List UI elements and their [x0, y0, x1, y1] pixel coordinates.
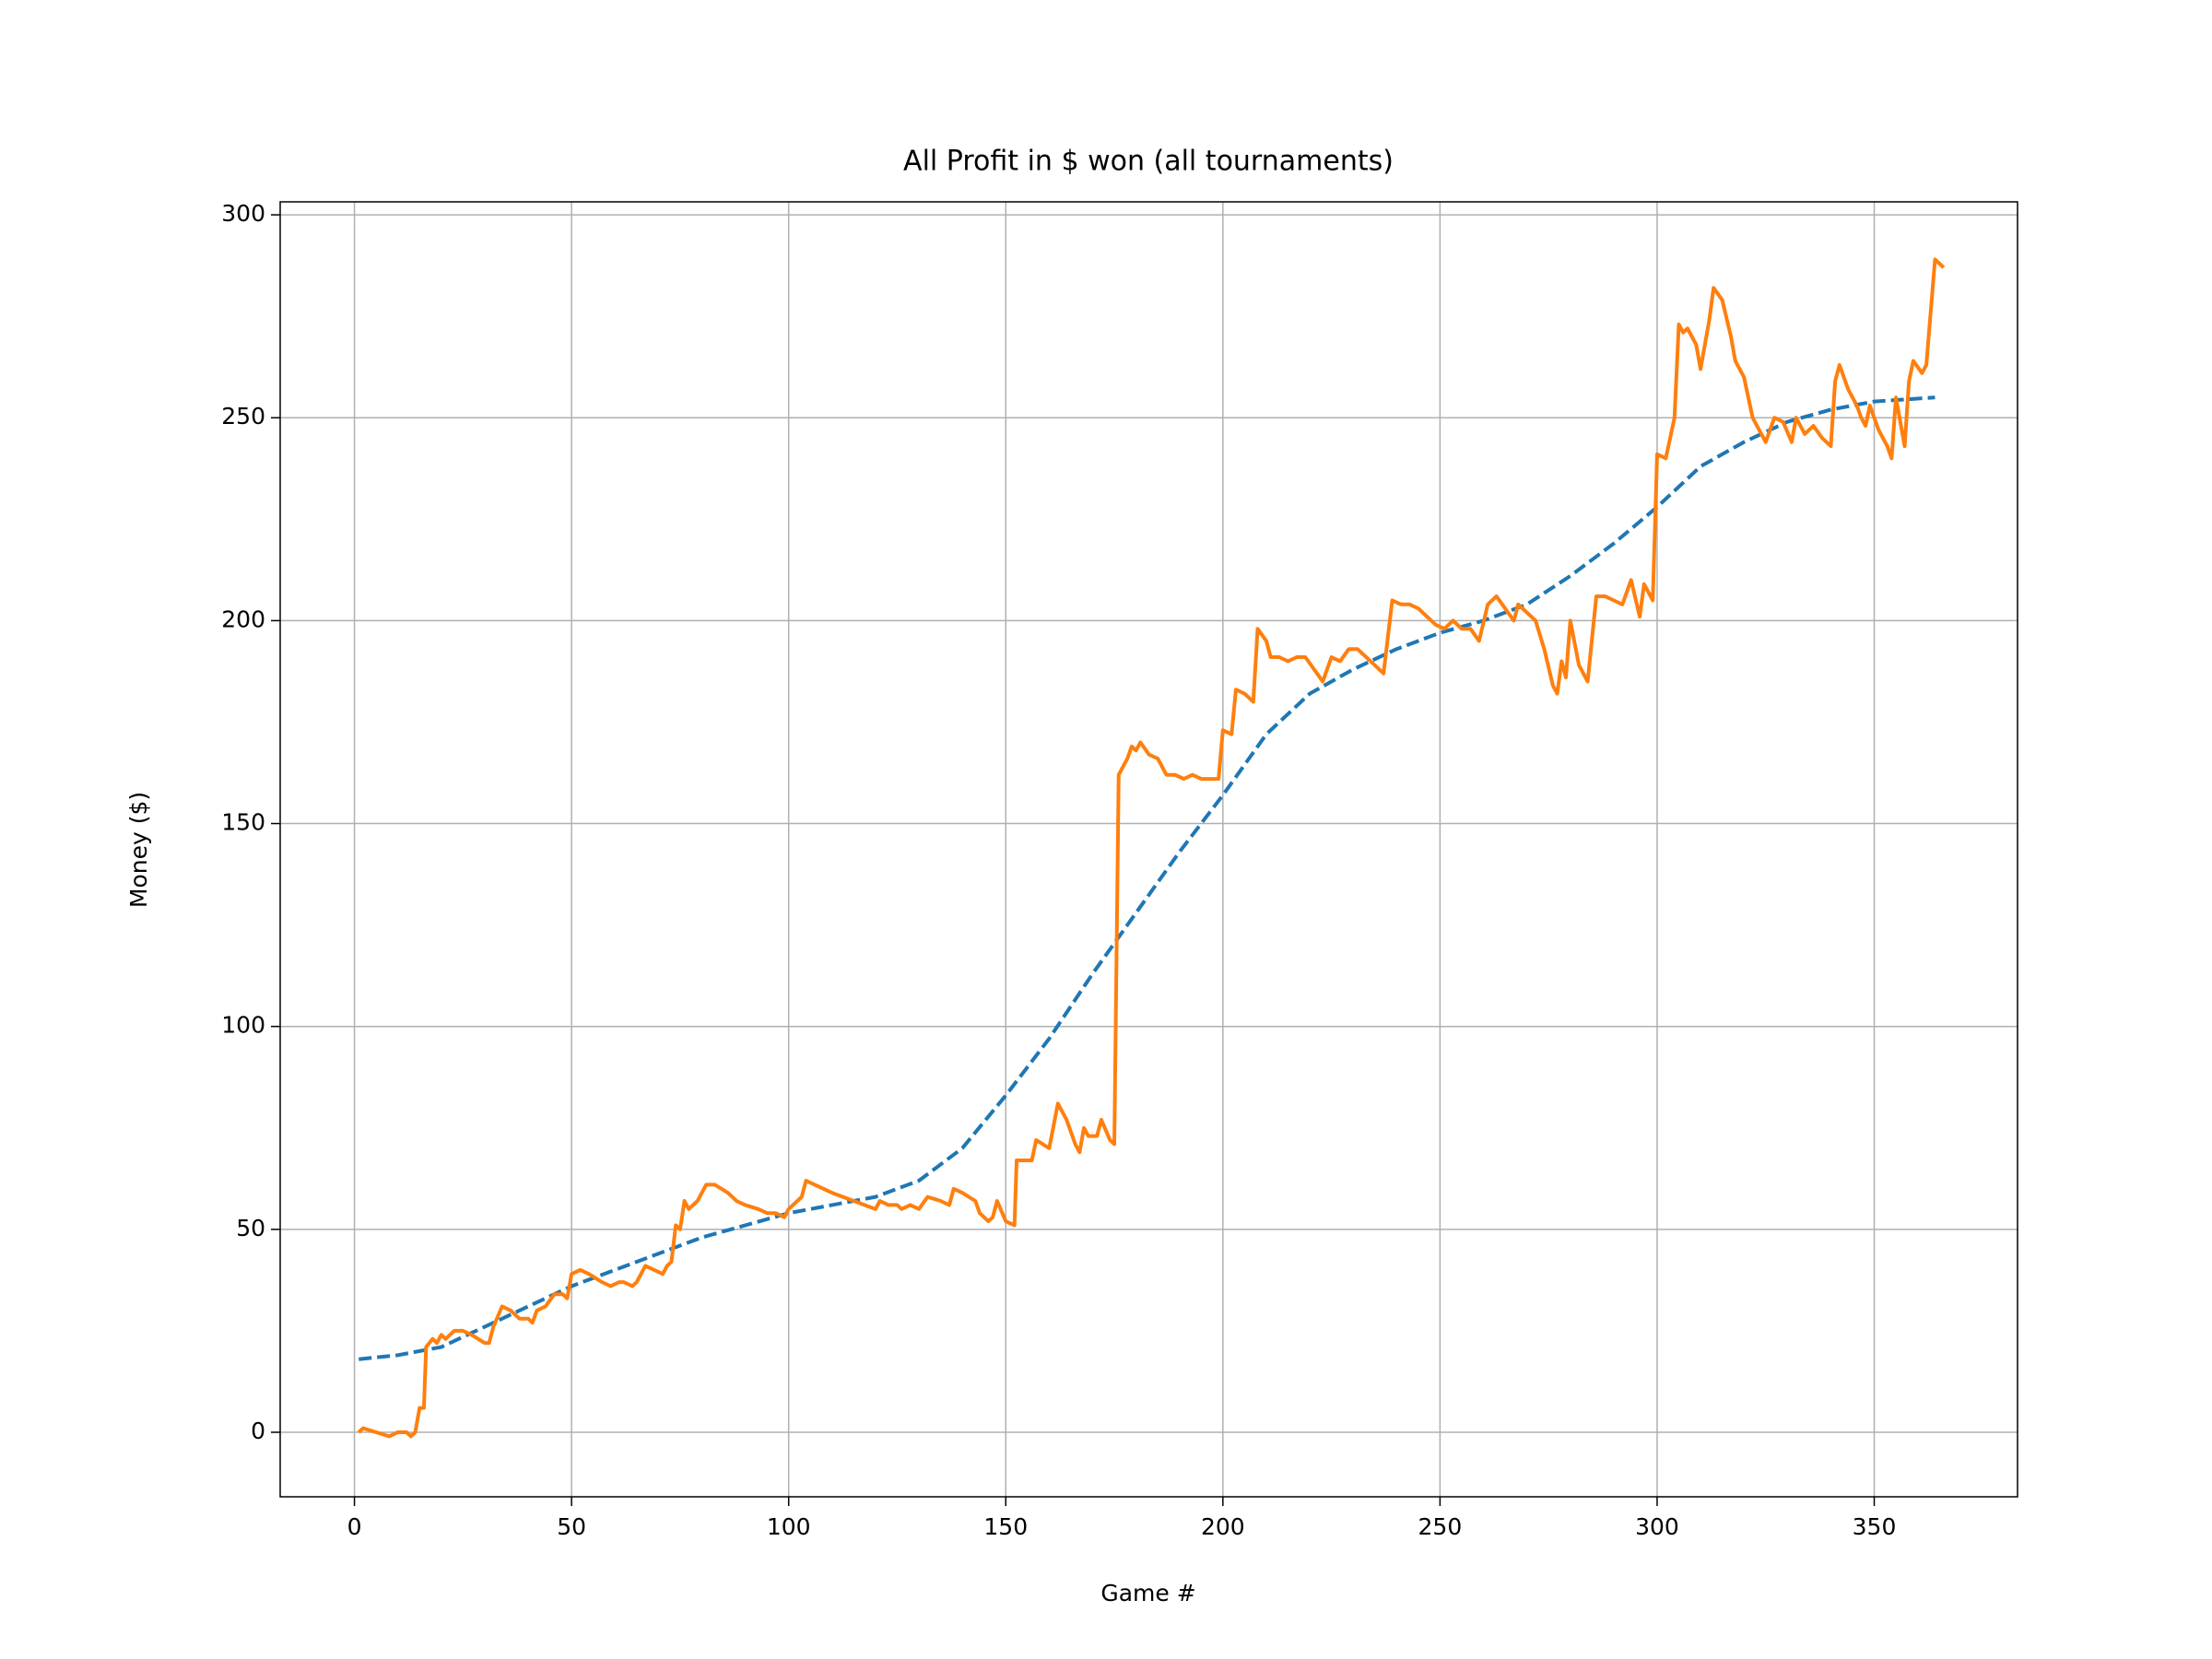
- x-tick-label: 150: [983, 1513, 1028, 1540]
- y-tick-label: 100: [221, 1012, 265, 1039]
- y-tick-label: 50: [236, 1215, 265, 1241]
- x-tick-label: 200: [1201, 1513, 1245, 1540]
- x-axis-label: Game #: [1100, 1580, 1195, 1606]
- y-tick-label: 300: [221, 200, 265, 227]
- y-tick-label: 250: [221, 403, 265, 429]
- x-tick-label: 0: [347, 1513, 362, 1540]
- x-tick-label: 350: [1853, 1513, 1897, 1540]
- plot-frame: [279, 201, 2018, 1498]
- data-line: [357, 257, 1946, 1439]
- chart-title: All Profit in $ won (all tournaments): [903, 146, 1394, 178]
- x-tick-label: 300: [1635, 1513, 1679, 1540]
- x-tick-label: 100: [767, 1513, 811, 1540]
- y-tick-label: 150: [221, 809, 265, 836]
- y-axis-label: Money ($): [125, 792, 152, 908]
- x-tick-label: 50: [557, 1513, 586, 1540]
- y-tick-label: 200: [221, 606, 265, 632]
- x-tick-label: 250: [1418, 1513, 1463, 1540]
- y-tick-label: 0: [251, 1418, 265, 1444]
